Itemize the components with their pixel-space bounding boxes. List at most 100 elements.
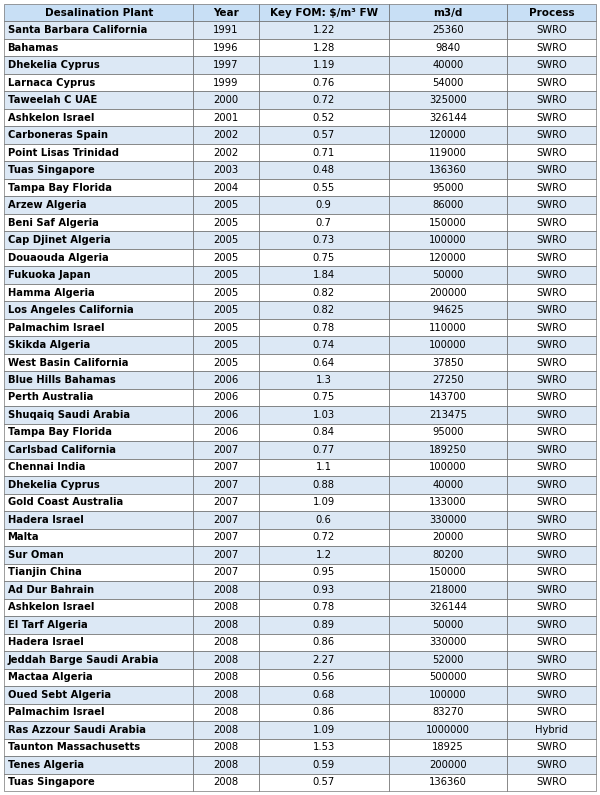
Text: 120000: 120000 xyxy=(429,130,467,140)
Bar xyxy=(507,91,596,109)
Bar xyxy=(507,39,596,56)
Bar xyxy=(193,721,259,739)
Text: Year: Year xyxy=(213,8,239,17)
Text: 0.64: 0.64 xyxy=(313,358,335,367)
Bar xyxy=(507,546,596,564)
Text: 0.68: 0.68 xyxy=(313,690,335,700)
Bar xyxy=(193,704,259,721)
Bar xyxy=(507,74,596,91)
Text: Bahamas: Bahamas xyxy=(8,43,59,52)
Text: 0.75: 0.75 xyxy=(313,253,335,262)
Text: Tuas Singapore: Tuas Singapore xyxy=(8,165,94,175)
Text: SWRO: SWRO xyxy=(536,78,567,87)
Bar xyxy=(389,56,507,74)
Bar xyxy=(389,284,507,301)
Bar xyxy=(389,529,507,546)
Bar xyxy=(259,109,389,126)
Bar xyxy=(507,704,596,721)
Bar xyxy=(193,476,259,494)
Text: 500000: 500000 xyxy=(429,673,467,682)
Bar xyxy=(193,441,259,459)
Bar xyxy=(4,126,193,144)
Bar xyxy=(259,686,389,704)
Bar xyxy=(4,634,193,651)
Bar xyxy=(193,319,259,336)
Bar xyxy=(389,564,507,581)
Text: 0.89: 0.89 xyxy=(313,620,335,630)
Bar xyxy=(507,686,596,704)
Text: SWRO: SWRO xyxy=(536,393,567,402)
Bar xyxy=(259,756,389,774)
Text: SWRO: SWRO xyxy=(536,148,567,157)
Text: 0.55: 0.55 xyxy=(313,183,335,192)
Bar xyxy=(4,616,193,634)
Bar xyxy=(4,494,193,511)
Text: 50000: 50000 xyxy=(433,270,464,280)
Text: SWRO: SWRO xyxy=(536,60,567,70)
Bar xyxy=(193,424,259,441)
Text: 189250: 189250 xyxy=(429,445,467,455)
Text: Tenes Algeria: Tenes Algeria xyxy=(8,760,84,770)
Bar xyxy=(4,284,193,301)
Text: Shuqaiq Saudi Arabia: Shuqaiq Saudi Arabia xyxy=(8,410,130,420)
Text: 133000: 133000 xyxy=(429,498,467,507)
Text: 2005: 2005 xyxy=(214,253,239,262)
Bar xyxy=(507,581,596,599)
Bar xyxy=(193,546,259,564)
Bar xyxy=(507,721,596,739)
Text: 0.71: 0.71 xyxy=(313,148,335,157)
Text: 0.74: 0.74 xyxy=(313,340,335,350)
Bar xyxy=(193,249,259,266)
Text: 2008: 2008 xyxy=(214,778,239,787)
Text: 1991: 1991 xyxy=(213,25,239,35)
Text: 2007: 2007 xyxy=(214,550,239,560)
Text: 80200: 80200 xyxy=(433,550,464,560)
Text: SWRO: SWRO xyxy=(536,620,567,630)
Bar xyxy=(507,739,596,756)
Bar xyxy=(507,389,596,406)
Text: Gold Coast Australia: Gold Coast Australia xyxy=(8,498,123,507)
Text: SWRO: SWRO xyxy=(536,463,567,472)
Bar xyxy=(507,441,596,459)
Text: 2005: 2005 xyxy=(214,340,239,350)
Bar xyxy=(389,4,507,21)
Text: SWRO: SWRO xyxy=(536,130,567,140)
Bar xyxy=(259,529,389,546)
Bar xyxy=(259,511,389,529)
Text: 2002: 2002 xyxy=(214,148,239,157)
Bar xyxy=(389,721,507,739)
Bar xyxy=(507,459,596,476)
Text: Hadera Israel: Hadera Israel xyxy=(8,515,83,525)
Text: Perth Australia: Perth Australia xyxy=(8,393,93,402)
Bar xyxy=(193,301,259,319)
Bar xyxy=(4,74,193,91)
Bar xyxy=(4,301,193,319)
Bar xyxy=(389,459,507,476)
Bar xyxy=(389,266,507,284)
Text: 2008: 2008 xyxy=(214,743,239,752)
Text: 0.7: 0.7 xyxy=(316,218,332,227)
Text: SWRO: SWRO xyxy=(536,533,567,542)
Bar xyxy=(4,546,193,564)
Text: 25360: 25360 xyxy=(432,25,464,35)
Text: 136360: 136360 xyxy=(429,165,467,175)
Text: 2005: 2005 xyxy=(214,218,239,227)
Bar xyxy=(259,21,389,39)
Bar xyxy=(193,74,259,91)
Bar xyxy=(4,144,193,161)
Text: SWRO: SWRO xyxy=(536,655,567,665)
Text: 2008: 2008 xyxy=(214,603,239,612)
Bar xyxy=(4,721,193,739)
Bar xyxy=(259,459,389,476)
Bar xyxy=(4,4,193,21)
Text: 2006: 2006 xyxy=(214,375,239,385)
Text: Tampa Bay Florida: Tampa Bay Florida xyxy=(8,183,112,192)
Bar xyxy=(4,371,193,389)
Bar xyxy=(259,161,389,179)
Text: 2005: 2005 xyxy=(214,323,239,332)
Bar xyxy=(259,669,389,686)
Bar xyxy=(193,756,259,774)
Text: SWRO: SWRO xyxy=(536,445,567,455)
Text: SWRO: SWRO xyxy=(536,323,567,332)
Text: 330000: 330000 xyxy=(429,638,467,647)
